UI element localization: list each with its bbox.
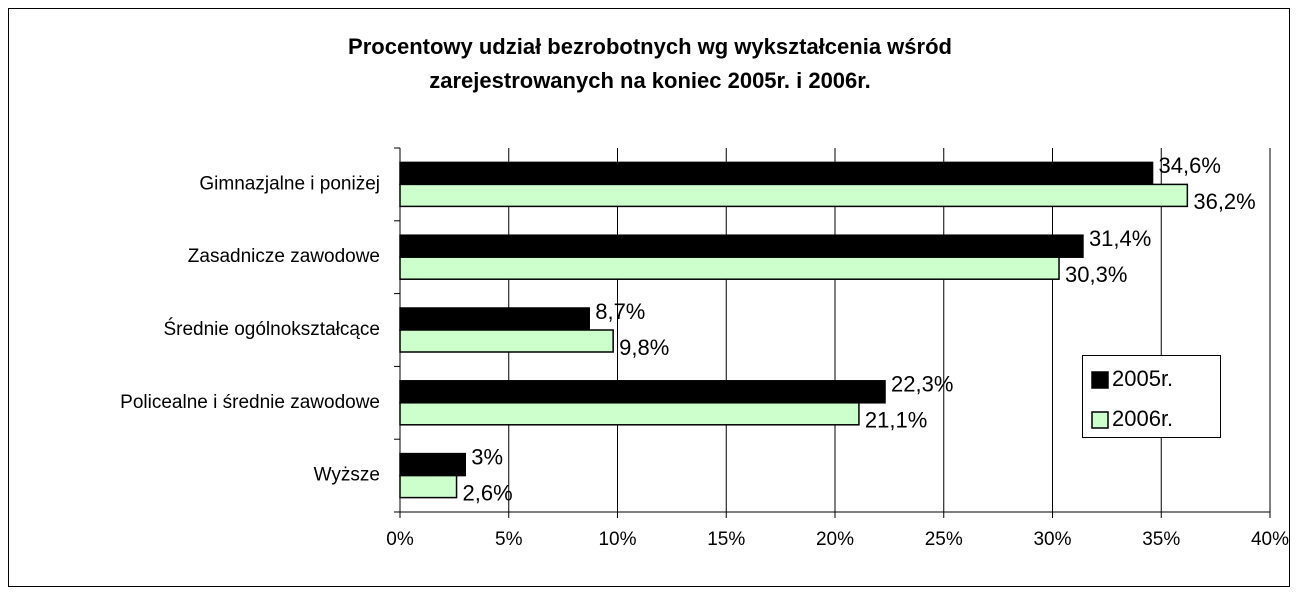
value-label: 36,2% [1193,189,1255,214]
y-tick-label: Zasadnicze zawodowe [188,246,380,267]
x-tick-label: 15% [707,529,745,550]
chart-border [8,8,1290,587]
legend-swatch [1091,371,1109,389]
x-tick-label: 20% [816,529,854,550]
y-tick-label: Średnie ogólnokształcące [163,318,380,340]
value-label: 31,4% [1089,226,1151,251]
value-label: 9,8% [619,335,669,360]
value-label: 3% [471,444,503,469]
bar [399,452,466,477]
x-tick-label: 10% [598,529,636,550]
value-label: 30,3% [1065,262,1127,287]
x-tick-label: 40% [1251,529,1289,550]
y-tick-label: Gimnazjalne i poniżej [199,173,380,194]
value-label: 21,1% [865,408,927,433]
chart-title: Procentowy udział bezrobotnych wg wykszt… [348,34,952,59]
bar [399,234,1084,258]
y-tick-label: Policealne i średnie zawodowe [120,392,380,413]
bar [399,307,590,331]
bar [399,256,1060,280]
x-tick-label: 0% [386,529,414,550]
chart-title: zarejestrowanych na koniec 2005r. i 2006… [429,68,870,93]
legend-swatch [1091,411,1109,429]
x-tick-label: 35% [1142,529,1180,550]
bar [399,474,458,499]
x-tick-label: 30% [1033,529,1071,550]
bar [399,183,1189,208]
bar [399,161,1154,186]
bar [399,402,860,426]
x-tick-label: 5% [495,529,523,550]
bar [399,329,614,353]
value-label: 22,3% [891,372,953,397]
value-label: 2,6% [463,480,513,505]
value-label: 34,6% [1159,153,1221,178]
legend-label: 2005r. [1112,366,1173,391]
bar [399,380,886,404]
y-tick-label: Wyższe [314,465,380,486]
value-label: 8,7% [595,299,645,324]
x-tick-label: 25% [925,529,963,550]
legend-label: 2006r. [1112,406,1173,431]
